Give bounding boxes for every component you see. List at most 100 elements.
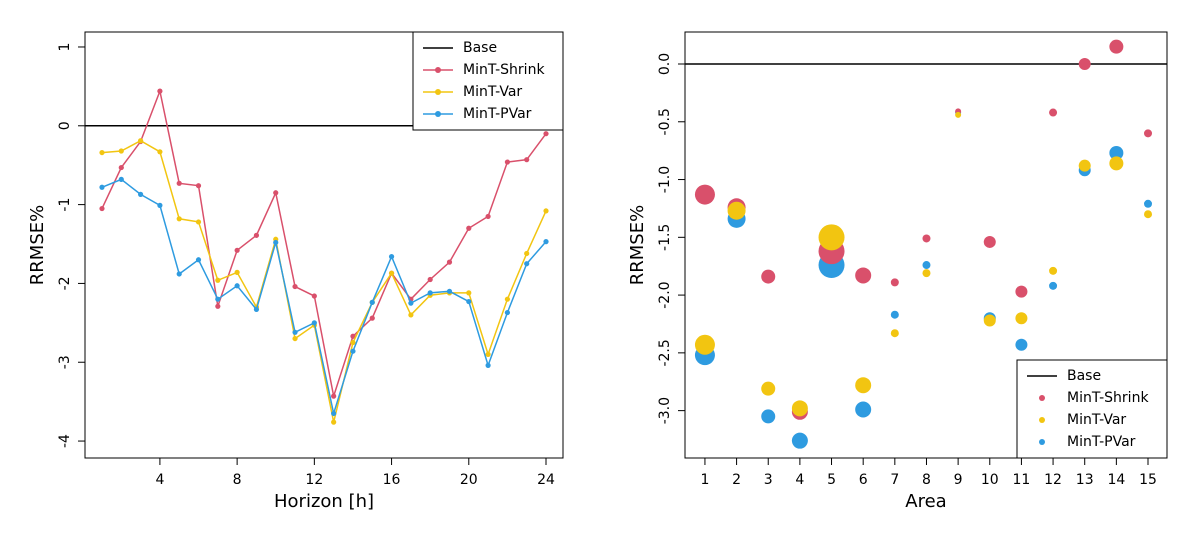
y-tick-label: -1 <box>57 198 73 212</box>
point <box>388 270 395 276</box>
point <box>504 296 511 302</box>
legend-label: Base <box>463 40 497 56</box>
point <box>215 303 221 309</box>
point <box>1109 145 1124 160</box>
point <box>446 259 453 265</box>
y-axis-title: RRMSE% <box>27 205 48 285</box>
x-tick-label: 1 <box>700 472 709 488</box>
point <box>855 377 872 394</box>
point <box>1049 108 1058 117</box>
series-line <box>101 88 547 397</box>
point <box>234 283 240 289</box>
point <box>890 310 899 319</box>
chart: -3.0-2.5-2.0-1.5-1.0-0.50.01 2 3 4 5 6 7 8 9 10 11… <box>627 31 1168 512</box>
point <box>983 235 996 248</box>
point <box>331 419 337 425</box>
point <box>331 410 337 417</box>
point <box>727 201 746 220</box>
y-tick-label: -1.0 <box>657 166 673 193</box>
x-tick-label: 20 <box>460 472 478 488</box>
point <box>137 138 144 144</box>
point <box>1049 266 1058 275</box>
point <box>791 432 808 449</box>
point <box>761 381 776 396</box>
point <box>427 290 433 296</box>
point <box>922 269 931 278</box>
point <box>466 290 472 296</box>
x-tick-label: 6 <box>859 472 868 488</box>
point <box>694 184 715 205</box>
point <box>1015 338 1028 351</box>
point <box>234 269 240 275</box>
point <box>485 362 491 368</box>
point <box>176 271 182 277</box>
legend-label: Base <box>1067 368 1101 384</box>
point <box>818 224 845 251</box>
point <box>524 157 530 163</box>
point <box>1015 285 1028 298</box>
plot-frame <box>84 31 564 459</box>
x-tick-label: 12 <box>305 472 323 488</box>
point <box>157 149 163 155</box>
x-tick-label: 14 <box>1107 472 1125 488</box>
legend-label: MinT-PVar <box>463 106 532 122</box>
point <box>922 261 931 270</box>
point <box>761 409 776 424</box>
point <box>157 88 163 94</box>
point <box>1144 210 1153 219</box>
x-tick-label: 15 <box>1139 472 1157 488</box>
point <box>955 111 962 118</box>
point <box>234 247 240 253</box>
point <box>253 306 260 313</box>
point <box>118 148 124 154</box>
point <box>466 225 472 231</box>
point <box>99 205 105 212</box>
point <box>1144 199 1153 208</box>
point <box>369 315 375 321</box>
legend-label: MinT-Var <box>1067 412 1126 428</box>
legend-dot <box>435 111 441 117</box>
point <box>195 257 202 263</box>
point <box>350 339 356 346</box>
legend-label: MinT-Var <box>463 84 522 100</box>
point <box>1109 39 1124 54</box>
point <box>369 299 375 305</box>
point <box>791 400 808 417</box>
y-tick-label: 0.0 <box>657 53 673 75</box>
chart: -4 -3 -2 -1 0 1 4 8 12 16 20 24 Horizon [h] RRMSE% Bas… <box>27 31 564 512</box>
x-tick-label: 2 <box>732 472 741 488</box>
y-tick-label: -2.5 <box>657 339 673 366</box>
point <box>215 296 221 302</box>
legend-dot <box>1039 395 1045 401</box>
point <box>311 320 317 326</box>
point <box>292 329 298 335</box>
x-tick-label: 4 <box>795 472 804 488</box>
y-tick-label: -2.0 <box>657 281 673 308</box>
point <box>1049 281 1058 290</box>
point <box>350 333 356 339</box>
point <box>504 309 511 316</box>
x-tick-label: 24 <box>537 472 555 488</box>
point <box>408 300 414 306</box>
point <box>890 329 899 338</box>
point <box>1144 129 1153 138</box>
x-tick-label: 4 <box>155 472 164 488</box>
legend-dot <box>435 89 441 95</box>
point <box>524 250 530 257</box>
point <box>761 269 776 284</box>
x-tick-label: 3 <box>764 472 773 488</box>
point <box>292 335 298 342</box>
point <box>983 314 996 327</box>
point <box>890 278 899 287</box>
x-tick-label: 8 <box>233 472 242 488</box>
legend-dot <box>1039 417 1045 423</box>
point <box>855 267 872 284</box>
legend-dot <box>1039 439 1045 445</box>
point <box>466 298 472 305</box>
y-tick-label: -4 <box>57 434 73 448</box>
x-tick-label: 10 <box>981 472 999 488</box>
point <box>485 351 491 357</box>
point <box>118 164 124 171</box>
point <box>1109 156 1124 171</box>
point <box>195 183 202 189</box>
